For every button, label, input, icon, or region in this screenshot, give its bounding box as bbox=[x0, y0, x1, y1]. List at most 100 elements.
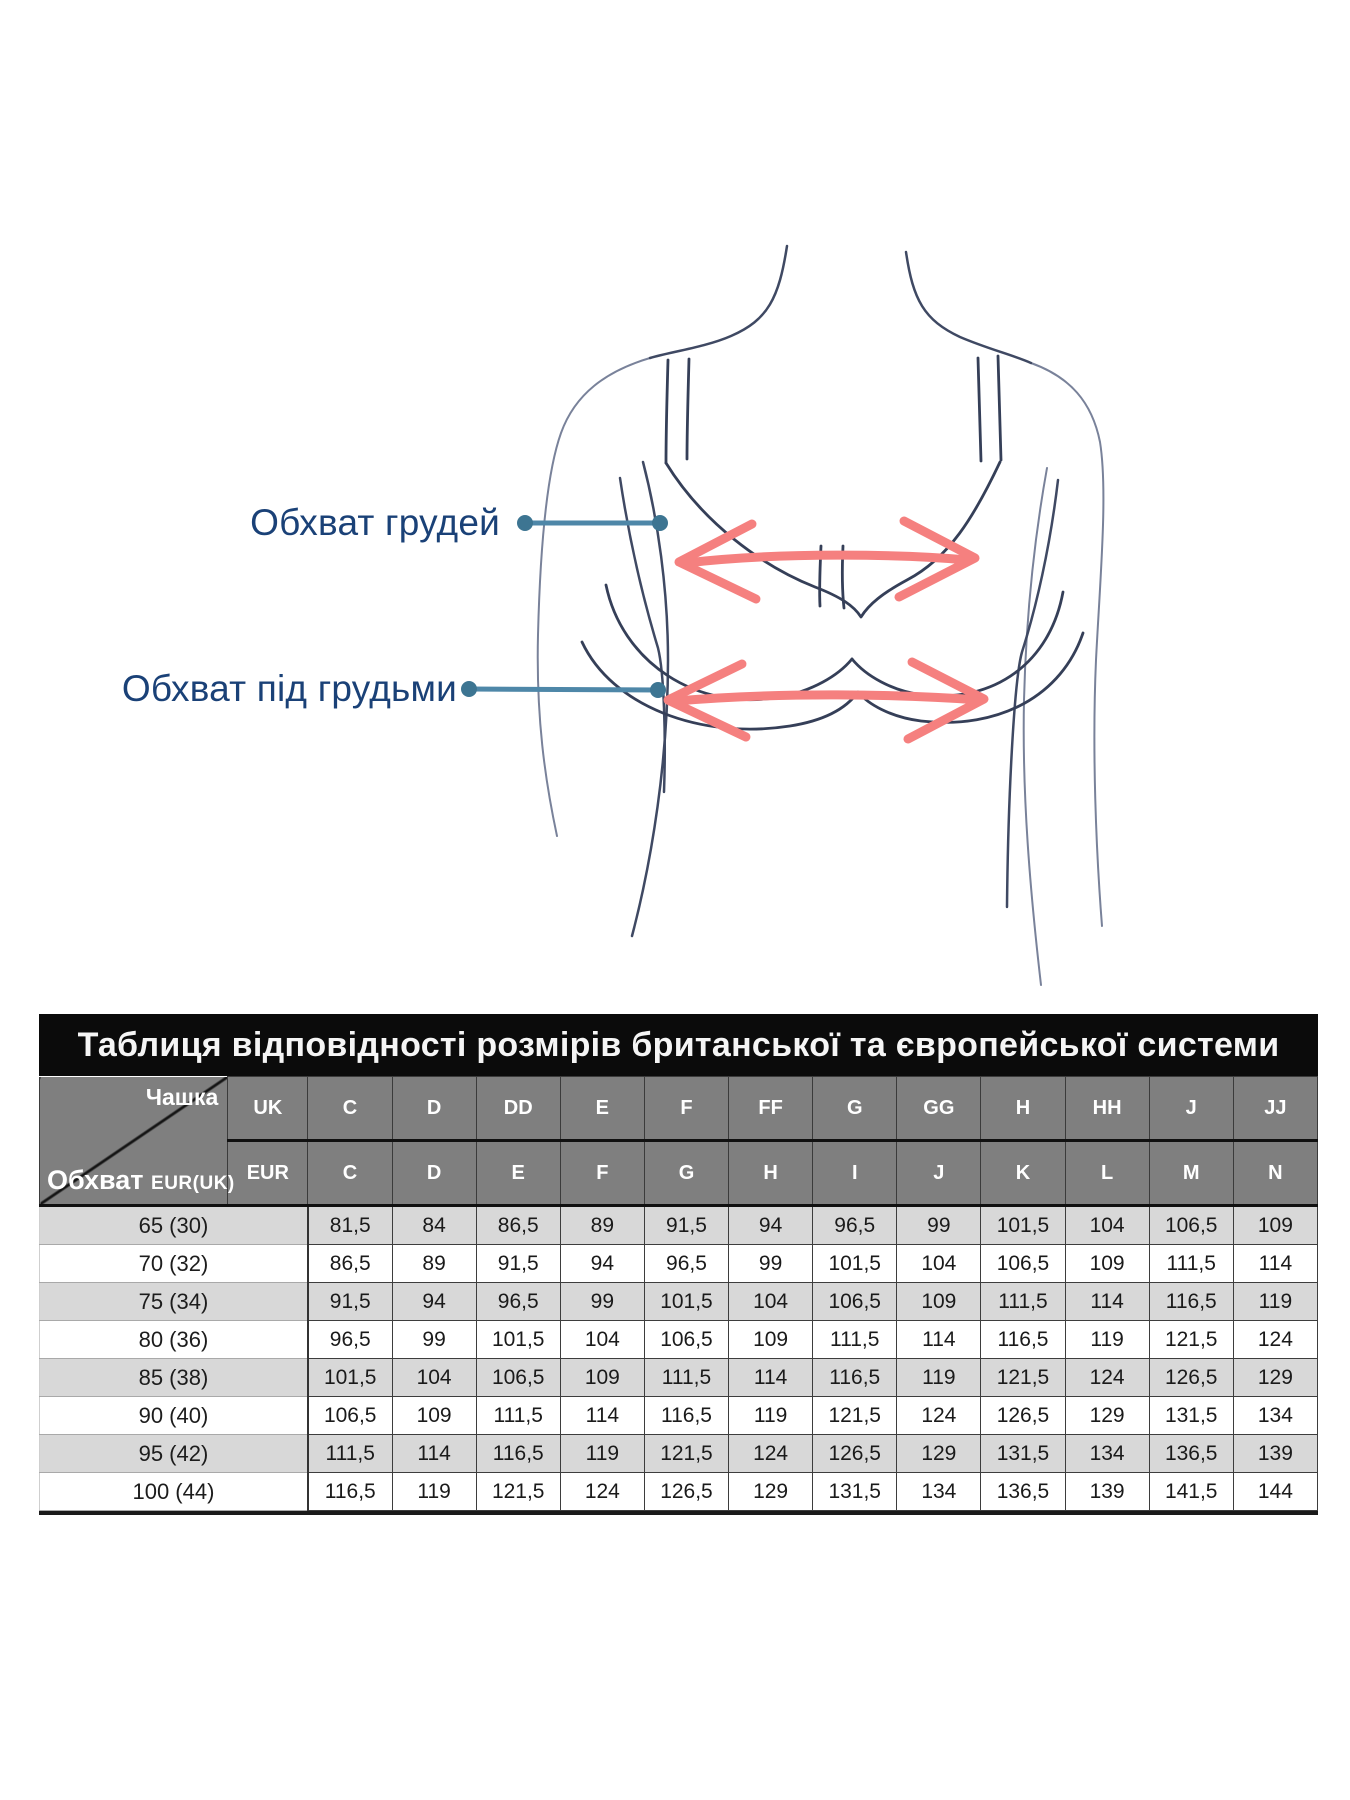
uk-cup: HH bbox=[1064, 1076, 1150, 1142]
measurement-cell: 106,5 bbox=[475, 1358, 561, 1397]
measurement-cell: 101,5 bbox=[812, 1244, 898, 1283]
measurement-cell: 101,5 bbox=[643, 1282, 730, 1321]
measurement-cell: 81,5 bbox=[307, 1205, 393, 1245]
measurement-cell: 129 bbox=[728, 1472, 814, 1511]
measurement-cell: 119 bbox=[728, 1396, 814, 1435]
size-row: 90 (40) 106,5 109 111,5 114 116,5 119 121,5 124 1… bbox=[38, 1396, 1319, 1435]
uk-cup: GG bbox=[896, 1076, 982, 1142]
eur-cup: K bbox=[980, 1140, 1066, 1207]
measurement-cell: 116,5 bbox=[1148, 1282, 1234, 1321]
measurement-cell: 101,5 bbox=[475, 1320, 561, 1359]
torso-line-art bbox=[461, 244, 1105, 986]
bra-outline bbox=[580, 354, 1085, 731]
measurement-cell: 111,5 bbox=[475, 1396, 561, 1435]
measurement-cell: 111,5 bbox=[980, 1282, 1066, 1321]
measurement-cell: 116,5 bbox=[812, 1358, 898, 1397]
measurement-cell: 91,5 bbox=[307, 1282, 393, 1321]
size-row: 85 (38) 101,5 104 106,5 109 111,5 114 116,5 119 1… bbox=[38, 1358, 1319, 1397]
measurement-cell: 124 bbox=[559, 1472, 645, 1511]
size-row: 80 (36) 96,5 99 101,5 104 106,5 109 111,5 114 116… bbox=[38, 1320, 1319, 1359]
uk-cup: D bbox=[391, 1076, 477, 1142]
measurement-cell: 116,5 bbox=[643, 1396, 730, 1435]
eur-cup: H bbox=[728, 1140, 814, 1207]
measurement-cell: 116,5 bbox=[475, 1434, 561, 1473]
uk-cup: JJ bbox=[1232, 1076, 1319, 1142]
band-size-label: 80 (36) bbox=[38, 1320, 309, 1359]
eur-cup: N bbox=[1232, 1140, 1319, 1207]
measurement-cell: 124 bbox=[728, 1434, 814, 1473]
measurement-cell: 109 bbox=[1232, 1205, 1319, 1245]
size-grid: Чашка Обхват EUR(UK) UK C D DD E F FF G … bbox=[38, 1076, 1319, 1511]
measurement-cell: 134 bbox=[1232, 1396, 1319, 1435]
measurement-cell: 114 bbox=[1232, 1244, 1319, 1283]
uk-cup: C bbox=[307, 1076, 393, 1142]
band-size-label: 100 (44) bbox=[38, 1472, 309, 1511]
measurement-cell: 111,5 bbox=[643, 1358, 730, 1397]
uk-cup: DD bbox=[475, 1076, 561, 1142]
measurement-cell: 119 bbox=[1064, 1320, 1150, 1359]
measurement-cell: 101,5 bbox=[980, 1205, 1066, 1245]
torso-outline bbox=[618, 244, 1060, 938]
measurement-cell: 124 bbox=[896, 1396, 982, 1435]
measurement-cell: 141,5 bbox=[1148, 1472, 1234, 1511]
measurement-cell: 114 bbox=[559, 1396, 645, 1435]
measurement-cell: 94 bbox=[391, 1282, 477, 1321]
band-size-label: 70 (32) bbox=[38, 1244, 309, 1283]
bust-connector-line bbox=[517, 515, 668, 531]
uk-cup-header-row: Чашка Обхват EUR(UK) UK C D DD E F FF G … bbox=[38, 1076, 1319, 1207]
measurement-cell: 126,5 bbox=[980, 1396, 1066, 1435]
uk-cup: F bbox=[643, 1076, 730, 1142]
uk-cup: G bbox=[812, 1076, 898, 1142]
measurement-cell: 96,5 bbox=[307, 1320, 393, 1359]
band-size-label: 65 (30) bbox=[38, 1205, 309, 1245]
measurement-cell: 124 bbox=[1232, 1320, 1319, 1359]
eur-cup: I bbox=[812, 1140, 898, 1207]
eur-cup: C bbox=[307, 1140, 393, 1207]
measurement-cell: 104 bbox=[728, 1282, 814, 1321]
size-row: 100 (44) 116,5 119 121,5 124 126,5 129 131,5 134… bbox=[38, 1472, 1319, 1511]
measurement-cell: 114 bbox=[728, 1358, 814, 1397]
measurement-cell: 131,5 bbox=[1148, 1396, 1234, 1435]
measurement-cell: 116,5 bbox=[307, 1472, 393, 1511]
cup-axis-label: Чашка bbox=[145, 1083, 219, 1110]
eur-system-label: EUR bbox=[227, 1140, 309, 1207]
measurement-cell: 119 bbox=[1232, 1282, 1319, 1321]
measurement-cell: 136,5 bbox=[980, 1472, 1066, 1511]
measurement-cell: 91,5 bbox=[643, 1205, 730, 1245]
measurement-cell: 89 bbox=[391, 1244, 477, 1283]
measurement-cell: 129 bbox=[1064, 1396, 1150, 1435]
measurement-cell: 96,5 bbox=[643, 1244, 730, 1283]
measurement-cell: 126,5 bbox=[812, 1434, 898, 1473]
measurement-cell: 126,5 bbox=[643, 1472, 730, 1511]
measurement-cell: 84 bbox=[391, 1205, 477, 1245]
eur-cup: D bbox=[391, 1140, 477, 1207]
band-size-label: 75 (34) bbox=[38, 1282, 309, 1321]
measurement-cell: 96,5 bbox=[475, 1282, 561, 1321]
band-axis-label: Обхват EUR(UK) bbox=[47, 1165, 235, 1195]
measurement-cell: 131,5 bbox=[980, 1434, 1066, 1473]
measurement-cell: 119 bbox=[391, 1472, 477, 1511]
size-table: Таблиця відповідності розмірів британськ… bbox=[38, 1014, 1319, 1515]
eur-cup: L bbox=[1064, 1140, 1150, 1207]
measurement-cell: 96,5 bbox=[812, 1205, 898, 1245]
measurement-cell: 91,5 bbox=[475, 1244, 561, 1283]
measurement-cell: 109 bbox=[1064, 1244, 1150, 1283]
measurement-cell: 109 bbox=[391, 1396, 477, 1435]
measurement-cell: 124 bbox=[1064, 1358, 1150, 1397]
measurement-cell: 94 bbox=[559, 1244, 645, 1283]
measurement-cell: 129 bbox=[896, 1434, 982, 1473]
measurement-cell: 106,5 bbox=[980, 1244, 1066, 1283]
measurement-cell: 136,5 bbox=[1148, 1434, 1234, 1473]
measurement-cell: 99 bbox=[728, 1244, 814, 1283]
underbust-connector-line bbox=[461, 681, 666, 698]
measurement-cell: 109 bbox=[896, 1282, 982, 1321]
underbust-arrow bbox=[663, 657, 989, 744]
measurement-cell: 119 bbox=[896, 1358, 982, 1397]
bust-arrow bbox=[674, 516, 980, 604]
measurement-cell: 121,5 bbox=[1148, 1320, 1234, 1359]
measurement-cell: 121,5 bbox=[980, 1358, 1066, 1397]
size-row: 75 (34) 91,5 94 96,5 99 101,5 104 106,5 109 111,5… bbox=[38, 1282, 1319, 1321]
uk-cup: E bbox=[559, 1076, 645, 1142]
eur-cup: E bbox=[475, 1140, 561, 1207]
measurement-cell: 99 bbox=[896, 1205, 982, 1245]
